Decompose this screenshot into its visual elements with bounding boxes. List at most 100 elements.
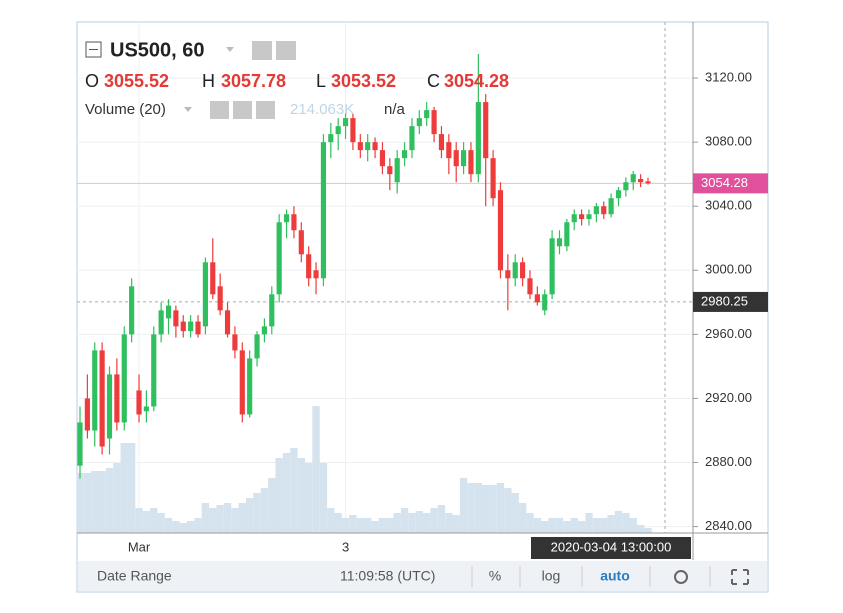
candle-body [453,150,459,167]
percent-button[interactable]: % [489,568,501,584]
candle-body [431,110,437,135]
volume-bar [356,518,364,533]
volume-bar [636,525,645,533]
volume-bar [504,488,512,533]
settings-button[interactable] [276,41,296,60]
candle-body [416,118,422,127]
crosshair-time-tag [531,537,691,559]
collapse-icon[interactable] [85,41,102,58]
candle-body [401,150,408,159]
volume-bar [526,513,534,533]
volume-bar [231,508,239,533]
y-tick-label: 3000.00 [705,262,752,277]
log-button[interactable]: log [542,568,561,584]
volume-title: Volume (20) [85,101,166,118]
open-value: 3055.52 [104,71,169,91]
volume-bar [201,503,210,533]
candle-body [608,198,614,215]
volume-bar [83,473,92,533]
candle-body [461,150,467,167]
high-value: 3057.78 [221,71,286,91]
volume-bar [76,473,84,533]
fullscreen-icon[interactable] [731,569,749,585]
volume-bar [386,518,394,533]
y-tick-label: 3120.00 [705,70,752,85]
volume-bar [297,458,305,533]
candle-body [438,134,445,151]
plot [76,22,693,533]
candle-body [165,305,172,319]
volume-bar [614,511,623,533]
volume-bar [91,471,99,533]
candle-body [239,350,245,415]
volume-bar [260,488,269,533]
candle-body [342,118,349,127]
volume-bar [312,406,320,533]
candle-body [571,214,577,223]
candle-body [224,310,231,335]
candle-body [645,181,651,184]
candle-body [387,166,393,175]
eye-button[interactable] [252,41,272,60]
volume-bar [135,508,143,533]
crosshair-price-label: 2980.25 [701,293,748,308]
last-price-label: 3054.28 [701,175,748,190]
low-value: 3053.52 [331,71,396,91]
candle-body [232,334,238,351]
volume-bar [570,518,578,533]
candle-body [564,222,570,247]
candle-body [357,142,363,151]
volume-bar [105,468,114,533]
volume-bar [474,483,483,533]
volume-bar [400,508,409,533]
candle-body [195,321,201,335]
volume-bar [150,508,158,533]
volume-bar [496,483,505,533]
y-tick-label: 3080.00 [705,134,752,149]
candle-body [593,206,599,215]
volume-bar [592,518,601,533]
candle-body [520,262,526,279]
volume-bar [334,513,342,533]
candle-body [217,286,223,311]
volume-bar [341,518,350,533]
x-tick-label: Mar [128,539,151,554]
widget-frame [76,21,769,593]
volume-bar [216,505,224,533]
volume-bar [563,521,571,533]
candle-body [291,214,297,231]
volume-bar [98,471,106,533]
volume-bar [577,521,586,533]
volume-remove-button[interactable] [256,101,275,119]
volume-bar [179,523,187,533]
candle-body [512,262,518,279]
volume-bar [415,511,424,533]
candle-body [350,118,356,143]
y-tick-label: 2920.00 [705,390,752,405]
dropdown-arrow[interactable] [226,47,234,52]
candle-body [372,142,378,151]
settings-icon[interactable] [674,570,688,584]
date-range-button[interactable]: Date Range [97,568,172,584]
candle-body [475,102,481,175]
candle-body [601,206,607,215]
volume-settings-button[interactable] [233,101,252,119]
close-letter: C [427,71,440,91]
candle-body [283,214,290,223]
volume-dropdown[interactable] [184,107,192,112]
volume-bar [548,518,556,533]
volume-bar [423,513,431,533]
volume-bar [245,498,254,533]
auto-button[interactable]: auto [600,568,630,584]
volume-bar [459,478,468,533]
candle-body [409,126,415,151]
candle-body [77,422,83,466]
candle-body [328,134,334,143]
volume-eye-button[interactable] [210,101,229,119]
volume-bar [364,518,372,533]
candle-body [202,262,208,327]
volume-bar [541,521,549,533]
candle-body [497,190,504,271]
volume-bar [186,521,195,533]
volume-bar [629,518,637,533]
